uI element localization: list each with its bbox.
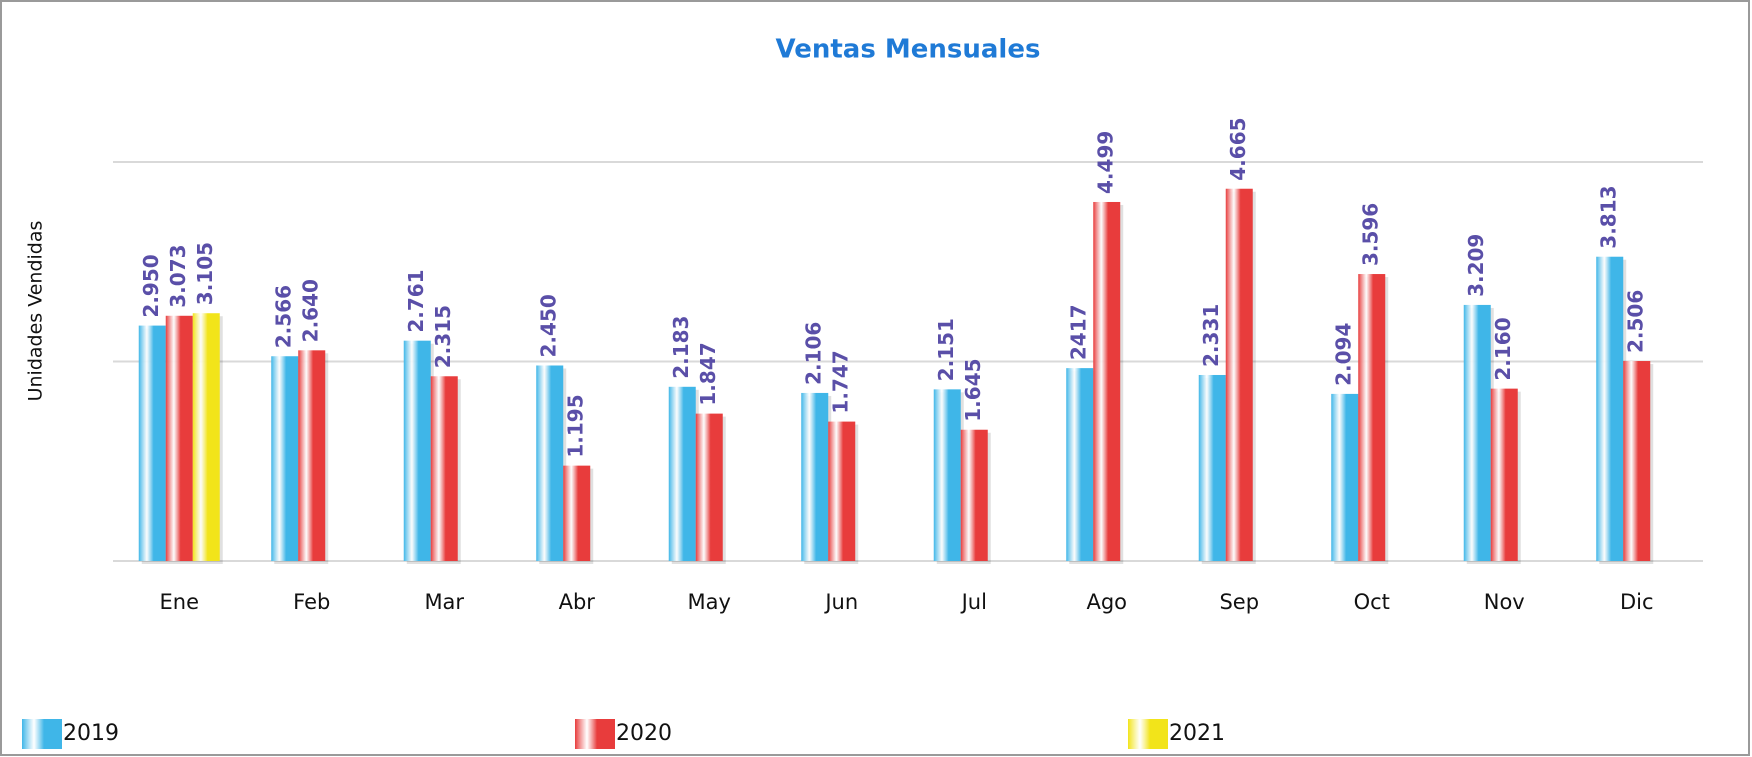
bar [138,325,166,561]
bar [801,392,829,561]
bar [1358,274,1386,561]
value-label: 1.645 [961,358,985,421]
value-label: 2.450 [536,294,560,357]
bar [668,386,696,561]
value-label: 2.761 [404,269,428,332]
bar [828,421,856,561]
x-tick-label: Abr [559,590,596,614]
value-label: 2.331 [1199,304,1223,367]
bar [298,350,326,561]
value-label: 2.315 [431,305,455,368]
value-label: 3.596 [1358,203,1382,266]
bar [563,465,591,561]
value-label: 3.105 [193,242,217,305]
bar [1623,361,1651,561]
chart-title: Ventas Mensuales [776,35,1041,65]
bar [933,389,961,561]
value-label: 2.640 [298,279,322,342]
bar [1490,388,1518,561]
x-tick-label: Feb [293,590,330,614]
bar [430,376,458,561]
bar [1331,393,1359,561]
value-label: 2.566 [271,285,295,348]
bar [1066,368,1094,561]
bar [1463,304,1491,561]
bar [960,429,988,561]
value-label: 2.094 [1331,323,1355,386]
value-label: 2.106 [801,322,825,385]
x-tick-label: Oct [1354,590,1390,614]
y-axis-label: Unidades Vendidas [25,221,47,402]
value-label: 2.160 [1491,317,1515,380]
value-label: 1.195 [563,394,587,457]
legend-swatch [575,719,615,749]
value-label: 3.073 [166,245,190,308]
value-label: 3.813 [1596,185,1620,248]
value-label: 1.747 [828,350,852,413]
value-label: 1.847 [696,342,720,405]
bar [403,340,431,561]
x-tick-label: Dic [1620,590,1654,614]
value-label: 2.151 [934,318,958,381]
bar [1596,256,1624,561]
legend-label: 2021 [1169,721,1225,746]
legend-label: 2019 [63,721,119,746]
value-label: 2417 [1066,304,1090,360]
x-tick-label: Nov [1484,590,1525,614]
legend-label: 2020 [616,721,672,746]
bar [1225,188,1253,561]
x-tick-label: Jun [823,590,858,614]
bar [536,365,564,561]
x-tick-label: Mar [424,590,464,614]
value-label: 3.209 [1464,234,1488,297]
value-label: 2.950 [139,254,163,317]
value-label: 2.506 [1623,290,1647,353]
value-label: 4.499 [1093,131,1117,194]
bar [271,356,299,561]
legend-swatch [1128,719,1168,749]
bar [165,315,193,561]
x-tick-label: May [688,590,731,614]
bar [695,413,723,561]
x-tick-label: Ago [1086,590,1127,614]
x-tick-label: Ene [160,590,200,614]
x-tick-label: Jul [960,590,987,614]
legend-swatch [22,719,62,749]
x-tick-label: Sep [1219,590,1259,614]
bar [192,313,220,561]
bar [1198,374,1226,561]
bar [1093,201,1121,561]
value-label: 2.183 [669,316,693,379]
value-label: 4.665 [1226,117,1250,180]
